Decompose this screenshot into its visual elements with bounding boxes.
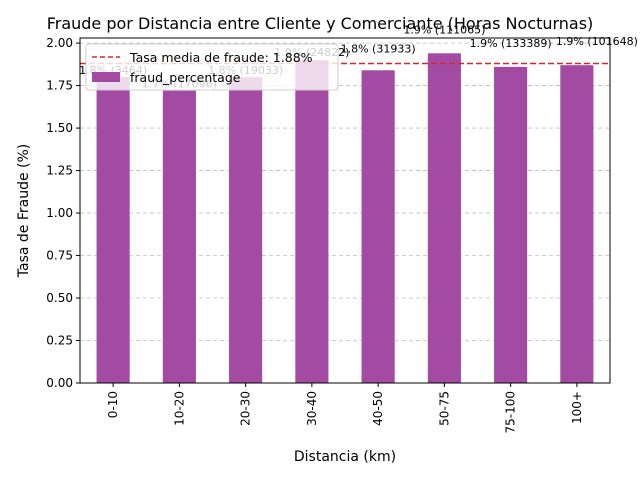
bar [361,70,395,383]
x-tick-label: 10-20 [172,391,186,426]
x-tick-label: 50-75 [437,391,451,426]
x-tick-label: 100+ [570,391,584,424]
legend-series-label: fraud_percentage [130,70,241,85]
y-tick-label: 1.25 [46,164,73,178]
y-tick-label: 2.00 [46,36,73,50]
legend: Tasa media de fraude: 1.88% fraud_percen… [85,43,339,91]
bar [96,77,130,383]
legend-reference-label: Tasa media de fraude: 1.88% [129,50,313,65]
bar [295,60,329,383]
x-tick-label: 40-50 [371,391,385,426]
plot-frame [79,37,611,384]
bar [560,65,594,384]
bar [229,77,263,383]
legend-bar-swatch [92,72,120,82]
bar [427,53,461,384]
y-tick-label: 1.50 [46,121,73,135]
bar [494,66,528,383]
y-ticks: 0.00 0.25 0.50 0.75 1.00 1.25 1.50 1.75 2.00 [46,36,80,390]
x-tick-label: 75-100 [504,391,518,434]
grid-layer [80,42,610,384]
y-tick-label: 0.50 [46,291,73,305]
x-tick-label: 20-30 [239,391,253,426]
y-tick-label: 0.75 [46,249,73,263]
bars-layer [96,53,594,384]
y-tick-label: 1.00 [46,206,73,220]
data-label: 1.9% (101648) [556,35,638,48]
y-axis-label: Tasa de Fraude (%) [16,144,32,279]
y-tick-label: 0.25 [46,334,73,348]
data-label: 1.9% (111065) [403,23,485,36]
legend-box [85,43,339,91]
data-label: 1.9% (133389) [470,37,552,50]
x-tick-label: 0-10 [106,391,120,418]
x-ticks: 0-10 10-20 20-30 30-40 40-50 50-75 75-100 100+ [106,383,584,434]
x-axis-label: Distancia (km) [294,449,396,465]
y-tick-label: 1.75 [46,79,73,93]
bar [162,90,196,384]
y-tick-label: 0.00 [46,376,73,390]
data-label: 1.8% (31933) [341,42,416,55]
x-tick-label: 30-40 [305,391,319,426]
chart-title: Fraude por Distancia entre Cliente y Com… [47,14,594,33]
